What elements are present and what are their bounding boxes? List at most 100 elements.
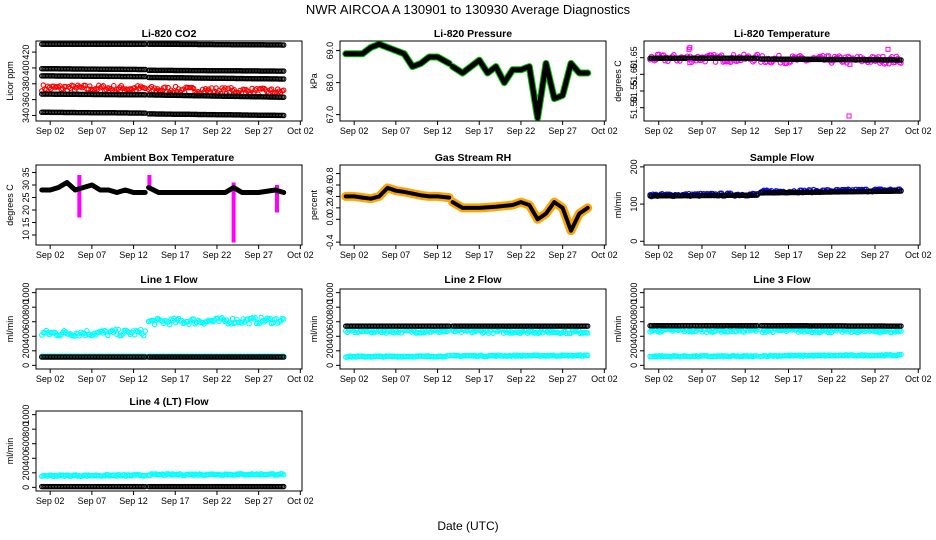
x-tick-label: Sep 12 [119,250,148,260]
x-tick-label: Oct 02 [287,126,314,136]
level-6-point [280,112,287,119]
line1-cyan-point [246,321,252,327]
x-tick-label: Sep 12 [731,374,760,384]
x-tick-label: Sep 12 [119,496,148,506]
x-tick-label: Sep 02 [340,250,369,260]
line2-cyan-point [517,330,523,337]
line3-black-point [898,323,904,329]
sampleflow-series-flow [647,188,904,199]
y-tick-label: -0.4 [325,234,335,250]
x-tick-label: Sep 02 [36,126,65,136]
li820temp-plot-area [647,45,904,119]
rh-line [343,185,452,201]
level-4-point [162,84,168,90]
line2-black-point [584,323,591,329]
line1-cyan-point [78,329,84,335]
level-3-point [280,76,287,82]
line3-cyan-point [807,328,814,334]
x-tick-label: Sep 17 [161,250,190,260]
y-tick-label: 51.60 [629,63,639,86]
line3-cyan-point [762,329,769,335]
y-tick-label: 1000 [21,405,31,425]
line1-cyan-point [280,316,287,322]
y-tick-label: 0.4 [325,190,335,203]
x-tick-label: Sep 17 [465,250,494,260]
x-tick-label: Sep 07 [382,126,411,136]
line1-cyan-point [166,321,173,328]
line1-cyan-point [252,314,258,321]
line3-cyan-point [726,328,732,335]
level-3-point [142,73,148,80]
line4-black-point [280,483,287,490]
y-tick-label: 600 [21,314,31,329]
line2-cyan-point [344,329,351,336]
temp-point [754,55,761,62]
pressure-frame [339,40,607,122]
x-tick-label: Oct 02 [287,496,314,506]
level-4-point [243,86,249,93]
y-tick-label: 360 [21,92,31,107]
x-tick-label: Sep 12 [423,126,452,136]
x-tick-label: Oct 02 [287,250,314,260]
x-tick-label: Sep 02 [644,250,673,260]
line3-cyan-point [647,329,653,335]
line1-cyan-point [115,326,122,333]
x-tick-label: Sep 12 [119,126,148,136]
line1-cyan-point [60,329,66,336]
rh-title: Gas Stream RH [435,152,511,164]
y-tick-label: 1000 [325,283,335,303]
level-4-point [137,83,144,89]
y-tick-label: 400 [629,329,639,344]
temp-spread-point [665,58,671,65]
rh-ylabel: percent [309,189,319,220]
y-tick-label: 200 [21,465,31,480]
line3-frame [643,288,921,370]
panel-line2: Line 2 Flow Sep 02 Sep 07 Sep 12 Sep 17 Sep 2… [309,274,618,384]
panel-line3: Line 3 Flow Sep 02 Sep 07 Sep 12 Sep 17 Sep 2… [613,274,932,384]
x-tick-label: Sep 12 [731,250,760,260]
x-tick-label: Sep 27 [244,126,273,136]
temp-spread-point [857,54,864,60]
panel-line1: Line 1 Flow Sep 02 Sep 07 Sep 12 Sep 17 Sep 2… [5,274,314,384]
x-tick-label: Sep 27 [548,126,577,136]
x-tick-label: Sep 17 [774,250,803,260]
line4-plot-area [39,470,287,490]
x-tick-label: Sep 07 [78,496,107,506]
y-tick-label: 380 [21,76,31,91]
level-2-point [280,68,287,74]
y-tick-label: 1000 [21,283,31,303]
co2-frame [35,40,303,122]
line2-title: Line 2 Flow [444,274,502,286]
level-2-point [142,66,148,73]
x-tick-label: Sep 22 [507,250,536,260]
line3-cyan-point [881,328,888,335]
x-tick-label: Oct 02 [591,374,618,384]
temp-outliers-point [847,61,853,67]
panel-line4: Line 4 (LT) Flow Sep 02 Sep 07 Sep 12 Sep 17… [5,396,314,506]
line1-title: Line 1 Flow [140,274,198,286]
y-tick-label: 800 [21,300,31,315]
x-tick-label: Sep 22 [203,250,232,260]
x-tick-label: Sep 07 [688,374,717,384]
level-4-point [151,85,158,91]
temp-point [898,57,904,63]
line1-cyan-point [151,321,158,328]
x-tick-label: Sep 27 [861,126,890,136]
level-4-point [205,86,212,92]
level-4-point [280,87,287,93]
ambient-plot-area [39,175,287,243]
level-4-point [108,86,114,92]
ambient-title: Ambient Box Temperature [104,152,235,164]
panel-li820temp: Li-820 Temperature Sep 02 Sep 07 Sep 12 Sep … [613,28,932,136]
y-tick-label: 0.2 [325,202,335,215]
line4-series-line4-cyan [39,470,287,480]
y-tick-label: 0.8 [325,167,335,180]
x-tick-label: Sep 07 [688,250,717,260]
li820temp-series-temp-outliers [686,45,891,119]
x-tick-label: Sep 17 [465,126,494,136]
x-tick-label: Sep 27 [861,250,890,260]
line4-cyan-point [280,472,287,478]
x-tick-label: Sep 12 [423,250,452,260]
line1-cyan-point [225,321,231,327]
pressure-line [343,41,452,70]
